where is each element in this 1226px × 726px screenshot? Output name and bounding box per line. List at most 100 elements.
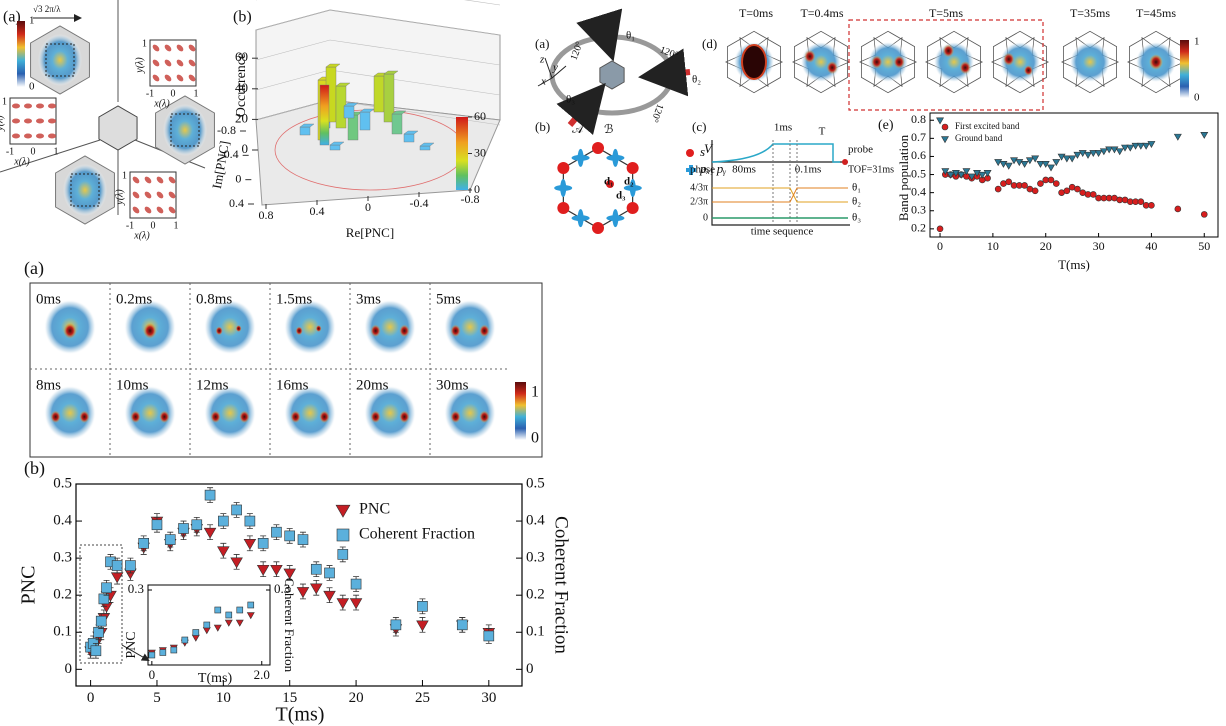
density-peak	[132, 206, 140, 214]
hexagon	[793, 30, 849, 94]
hexagon	[599, 60, 625, 90]
density-peak	[399, 324, 410, 337]
z-tick-label: 40	[235, 80, 248, 95]
axes	[711, 140, 850, 226]
marker	[1110, 146, 1119, 154]
marker	[110, 572, 124, 584]
y-tick-label: 0.4	[53, 513, 72, 529]
legend-p	[686, 165, 696, 175]
label: y(λ)	[114, 189, 125, 206]
marker	[235, 619, 244, 627]
density-peak	[176, 59, 184, 67]
density-peak	[168, 206, 176, 214]
label: θ₂	[852, 196, 861, 208]
bar-top	[419, 142, 435, 147]
density-peak	[36, 103, 44, 109]
legend-label: PNC	[359, 501, 390, 518]
star-outline	[1126, 36, 1186, 88]
marker	[1031, 155, 1040, 163]
divider	[0, 139, 101, 173]
y-tick-label: 0	[65, 661, 73, 677]
density-peak	[63, 322, 77, 339]
label: 4/3π	[690, 182, 708, 193]
site-s	[557, 202, 570, 214]
density-peak	[1003, 52, 1015, 66]
x-tick-label: 50	[1198, 239, 1210, 253]
marker	[1147, 141, 1156, 148]
marker	[247, 601, 255, 609]
label: 30ms	[436, 377, 469, 393]
label: Occurrence	[234, 53, 249, 118]
label: d₃	[616, 190, 626, 202]
marker	[994, 159, 1003, 167]
marker	[994, 185, 1002, 193]
label: 1	[194, 88, 199, 99]
marker	[204, 489, 216, 501]
density-peak	[164, 74, 172, 82]
label: 2/3π	[690, 196, 708, 207]
marker	[214, 606, 222, 614]
marker	[1200, 132, 1209, 139]
density-peak	[130, 410, 141, 423]
atom-cloud	[444, 299, 496, 355]
x-tick-label: 10	[216, 690, 231, 706]
label: θ₁	[626, 30, 635, 42]
density-peak	[176, 74, 184, 82]
hexagon	[1062, 30, 1118, 94]
x-tick-label: 30	[1093, 239, 1105, 253]
y-tick-label: 0.5	[53, 475, 72, 491]
panel-label: (e)	[878, 118, 894, 133]
density-peak	[156, 206, 164, 214]
density-peak	[479, 324, 490, 337]
marker	[192, 629, 200, 636]
label: 0	[703, 212, 708, 223]
density-peak	[143, 322, 157, 339]
marker	[456, 619, 468, 631]
label: x(λ)	[133, 230, 150, 241]
star-outline	[791, 36, 851, 88]
atom-cloud	[124, 385, 176, 441]
marker	[283, 568, 296, 580]
marker	[1025, 157, 1034, 165]
density-peak	[36, 133, 44, 139]
label: 80ms	[732, 164, 756, 176]
label: T=45ms	[1136, 6, 1176, 20]
wall-grid	[256, 0, 501, 6]
label: 1	[54, 146, 59, 157]
density-peak	[159, 410, 170, 423]
label: 1.5ms	[276, 291, 312, 307]
marker	[349, 598, 363, 610]
marker	[217, 546, 230, 558]
density-peak	[399, 410, 410, 423]
site-s	[592, 142, 604, 154]
marker	[98, 593, 110, 605]
zoom-box	[79, 544, 123, 664]
bar-side	[329, 144, 341, 151]
legend-s	[686, 149, 694, 157]
y-tick-label: 0.3	[128, 581, 144, 596]
density-peak	[24, 103, 32, 109]
unit-cell	[70, 173, 100, 207]
dense-core	[741, 44, 767, 80]
density-peak	[48, 118, 56, 124]
marker	[1068, 155, 1077, 163]
marker	[296, 587, 310, 599]
phase-2	[712, 187, 848, 203]
density-peak	[215, 326, 223, 336]
label: 0.2ms	[116, 291, 152, 307]
bar-side	[419, 145, 431, 151]
density-peak	[168, 176, 176, 184]
density-peak	[295, 326, 303, 336]
atom-cloud	[204, 299, 256, 355]
marker	[231, 504, 242, 516]
colorbar	[17, 21, 25, 87]
markers	[772, 140, 798, 225]
marker	[941, 168, 950, 176]
marker	[257, 538, 269, 549]
histogram-3d	[255, 0, 501, 206]
density-peak	[12, 118, 20, 124]
site-p	[571, 215, 590, 222]
density-peak	[315, 325, 322, 333]
marker	[1031, 187, 1039, 195]
